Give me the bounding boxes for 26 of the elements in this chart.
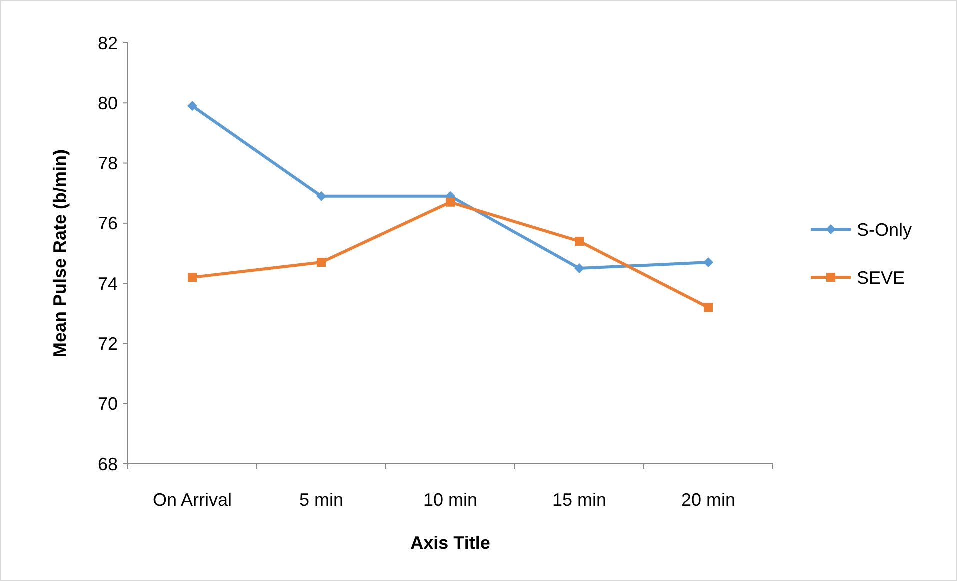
point [704, 258, 714, 268]
x-tick-label: On Arrival [152, 490, 232, 510]
x-tick-label: 15 min [552, 490, 607, 510]
legend-label: S-Only [857, 220, 912, 240]
point [317, 258, 326, 268]
y-axis-title: Mean Pulse Rate (b/min) [50, 149, 70, 358]
y-tick-label: 70 [98, 394, 118, 414]
x-tick-label: 10 min [423, 490, 478, 510]
point [316, 191, 326, 202]
y-tick-label: 76 [98, 214, 118, 234]
y-tick-label: 72 [98, 334, 118, 354]
point [574, 264, 584, 274]
x-axis-title: Axis Title [410, 533, 490, 553]
y-tick-label: 82 [98, 33, 118, 54]
point [188, 101, 198, 112]
point [575, 236, 584, 246]
y-tick-label: 78 [98, 154, 118, 174]
y-tick-label: 80 [98, 93, 118, 114]
y-tick-label: 74 [98, 274, 118, 294]
legend-label: SEVE [857, 268, 906, 288]
x-tick-label: 5 min [299, 490, 344, 510]
y-tick-label: 68 [98, 454, 118, 474]
point [704, 303, 713, 312]
point [188, 273, 197, 282]
x-tick-label: 20 min [681, 490, 736, 510]
point [446, 198, 455, 207]
